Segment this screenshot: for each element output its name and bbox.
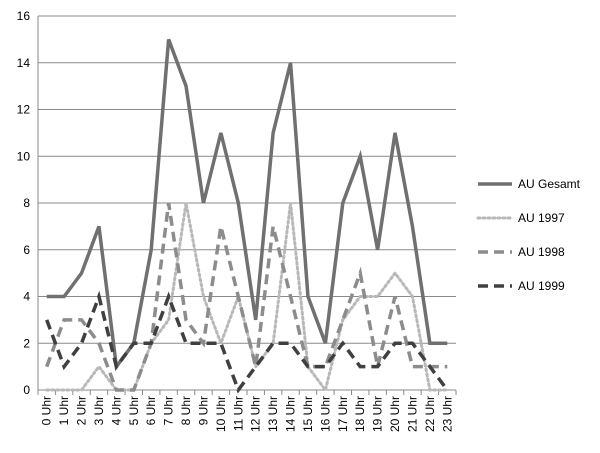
x-tick-label: 16 Uhr <box>318 396 332 432</box>
legend-label-3: AU 1999 <box>518 279 565 293</box>
y-tick-label: 10 <box>17 149 31 163</box>
x-tick-label: 2 Uhr <box>75 396 89 425</box>
x-tick-label: 17 Uhr <box>336 396 350 432</box>
x-tick-label: 15 Uhr <box>301 396 315 432</box>
legend-label-1: AU 1997 <box>518 211 565 225</box>
y-tick-label: 4 <box>23 290 30 304</box>
x-tick-label: 18 Uhr <box>353 396 367 432</box>
legend-label-2: AU 1998 <box>518 245 565 259</box>
x-tick-label: 23 Uhr <box>440 396 454 432</box>
x-tick-label: 14 Uhr <box>284 396 298 432</box>
x-tick-label: 11 Uhr <box>231 396 245 431</box>
x-tick-label: 19 Uhr <box>371 396 385 432</box>
x-tick-label: 4 Uhr <box>109 396 123 425</box>
x-tick-label: 3 Uhr <box>92 396 106 425</box>
x-tick-label: 13 Uhr <box>266 396 280 432</box>
x-tick-label: 21 Uhr <box>405 396 419 432</box>
x-tick-label: 9 Uhr <box>196 396 210 425</box>
x-tick-label: 1 Uhr <box>57 396 71 425</box>
x-tick-label: 7 Uhr <box>162 396 176 425</box>
x-tick-label: 12 Uhr <box>249 396 263 432</box>
x-tick-label: 5 Uhr <box>127 396 141 425</box>
x-tick-label: 22 Uhr <box>423 396 437 432</box>
y-tick-label: 14 <box>17 56 31 70</box>
x-tick-label: 10 Uhr <box>214 396 228 432</box>
legend: AU Gesamt AU 1997 AU 1998 AU 1999 <box>478 177 581 293</box>
series-lines <box>47 39 448 390</box>
x-tick-label: 8 Uhr <box>179 396 193 425</box>
y-tick-label: 0 <box>23 383 30 397</box>
x-tick-label: 0 Uhr <box>40 396 54 425</box>
x-tick-label: 20 Uhr <box>388 396 402 432</box>
legend-label-0: AU Gesamt <box>518 177 581 191</box>
y-tick-label: 6 <box>23 243 30 257</box>
y-tick-label: 16 <box>17 9 31 23</box>
gridlines <box>38 16 456 343</box>
y-tick-label: 12 <box>17 103 31 117</box>
y-tick-label: 2 <box>23 336 30 350</box>
x-tick-label: 6 Uhr <box>144 396 158 425</box>
y-tick-label: 8 <box>23 196 30 210</box>
